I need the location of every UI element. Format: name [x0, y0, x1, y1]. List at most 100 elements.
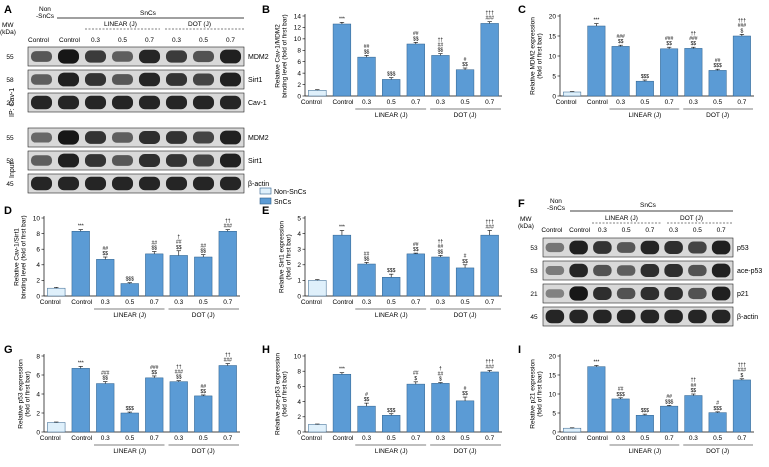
significance-mark: #	[464, 57, 467, 63]
blot-band	[711, 263, 731, 278]
significance-mark: $$	[438, 249, 444, 255]
y-axis-label-line: Relative ace-p53 expression	[275, 353, 282, 435]
significance-mark: ††	[176, 364, 182, 370]
blot-row-frame	[27, 173, 245, 194]
y-tick-label: 15	[549, 33, 557, 40]
bar	[47, 422, 66, 433]
x-tick-label: 0.3	[436, 435, 445, 442]
bar	[332, 373, 352, 433]
significance-mark: ***	[339, 224, 345, 230]
significance-mark: †††	[738, 18, 747, 24]
y-axis-label: Relative ace-p53 expression(fold of firs…	[275, 353, 289, 435]
panel-label-h: H	[262, 344, 270, 356]
blot-mw-value: 45	[530, 314, 538, 321]
blot-lane-label: Control	[59, 37, 81, 44]
blot-band	[545, 242, 565, 253]
blot-band	[165, 73, 188, 86]
blot-band	[688, 264, 707, 277]
y-tick-label: 6	[36, 372, 40, 379]
blot-band	[138, 95, 161, 110]
blot-band	[616, 309, 636, 324]
bar	[587, 25, 606, 97]
bar	[455, 267, 475, 297]
x-tick-label: 0.7	[411, 435, 420, 442]
significance-mark: $$	[176, 375, 182, 381]
bar	[406, 383, 425, 433]
significance-mark: $	[414, 376, 417, 382]
blot-mw-value: 21	[530, 291, 538, 298]
y-tick-label: 5	[297, 215, 301, 222]
y-axis-label: Relative Cav-1/MDM2binding level (fold o…	[275, 14, 289, 97]
significance-mark: $$$	[126, 406, 135, 412]
legend-swatch-sncs	[259, 197, 272, 205]
chart-b: 0 2 4 6 8 10 12 14 Relative Cav-1/MDM2binding le…	[275, 11, 502, 119]
bar	[732, 379, 751, 433]
blot-band	[84, 176, 107, 191]
significance-mark: ##	[176, 240, 182, 246]
y-tick-label: 20	[549, 13, 557, 20]
significance-mark: ##	[618, 387, 624, 393]
group-label-dot: DOT (J)	[454, 112, 477, 119]
blot-f-group-linear: LINEAR (J)	[605, 215, 638, 222]
blot-row-frame	[27, 150, 245, 171]
significance-mark: ###	[616, 34, 625, 40]
y-axis-label-line: Relative p21 expression	[530, 359, 537, 429]
x-tick-label: 0.7	[150, 299, 159, 306]
blot-lane-label: 0.5	[118, 37, 127, 44]
blot-a-group-dot: DOT (J)	[188, 21, 211, 28]
bar	[96, 259, 115, 297]
bar	[708, 70, 727, 97]
significance-mark: ###	[224, 358, 233, 364]
blot-row-frame	[542, 260, 734, 281]
significance-mark: ††	[438, 37, 444, 43]
blot-band	[138, 176, 161, 191]
blot-band	[664, 309, 683, 324]
blot-lane-label: 0.3	[598, 227, 607, 234]
significance-mark: †††	[486, 219, 495, 225]
x-tick-label: 0.7	[485, 99, 494, 106]
significance-mark: ##	[200, 384, 206, 390]
panel-label-g: G	[4, 344, 13, 356]
y-tick-label: 0	[297, 93, 301, 100]
blot-band	[30, 176, 53, 191]
significance-mark: ###	[150, 365, 159, 371]
blot-lane-label: 0.7	[145, 37, 154, 44]
y-tick-label: 4	[297, 70, 301, 77]
significance-mark: ††	[691, 378, 697, 384]
bar	[308, 90, 327, 97]
x-tick-label: 0.3	[174, 435, 183, 442]
blot-band	[688, 287, 707, 300]
chart-e: 0 1 2 3 4 5 Relative Sirt1 expression(fold of …	[279, 215, 502, 319]
blot-a-group-linear: LINEAR (J)	[104, 21, 137, 28]
blot-band	[545, 309, 565, 324]
blot-band	[84, 73, 107, 86]
y-tick-label: 4	[297, 399, 301, 406]
blot-lane-label: Control	[28, 37, 50, 44]
significance-mark: $$	[666, 41, 672, 47]
blot-lane-label: Control	[569, 227, 591, 234]
bar	[218, 231, 237, 297]
x-tick-label: 0.5	[640, 435, 649, 442]
x-tick-label: 0.5	[461, 435, 470, 442]
y-tick-label: 6	[36, 247, 40, 254]
y-tick-label: 12	[294, 25, 302, 32]
significance-mark: ††	[225, 352, 231, 358]
blot-band	[192, 95, 215, 110]
significance-mark: ##	[438, 371, 444, 377]
x-tick-label: 0.5	[387, 299, 396, 306]
blot-band	[57, 130, 80, 145]
bar	[194, 395, 213, 433]
y-tick-label: 14	[294, 13, 302, 20]
y-tick-label: 4	[36, 391, 40, 398]
x-tick-label: 0.7	[223, 435, 232, 442]
x-tick-label: 0.7	[411, 299, 420, 306]
significance-mark: $$$	[126, 277, 135, 283]
blot-band	[664, 240, 683, 255]
blot-lane-label: 0.3	[91, 37, 100, 44]
blot-band	[640, 240, 660, 255]
significance-mark: $$	[413, 247, 419, 253]
blot-band	[111, 132, 134, 143]
y-tick-label: 3	[297, 247, 301, 254]
blot-mw-value: 58	[6, 158, 14, 165]
blot-band	[616, 287, 636, 300]
